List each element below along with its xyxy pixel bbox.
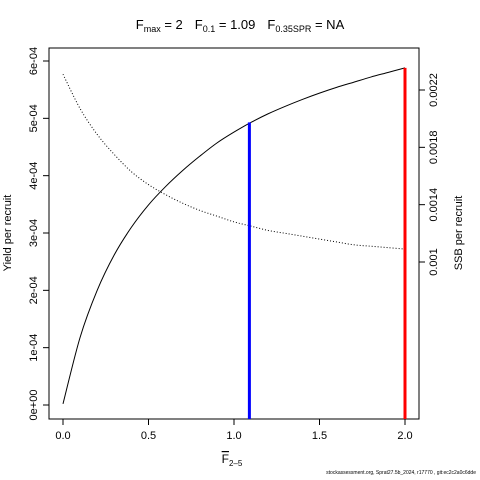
y-tick-label: 0e+00 — [28, 390, 40, 421]
y-axis-right: 0.001 0.0014 0.0018 0.0022 — [419, 73, 440, 276]
title-f01-value: = 1.09 — [215, 17, 255, 32]
title-f01-sub: 0.1 — [203, 24, 216, 34]
x-axis: 0.0 0.5 1.0 1.5 2.0 — [55, 419, 413, 442]
x-tick-label: 0.5 — [141, 430, 156, 442]
title-fmax-label: F — [136, 17, 144, 32]
title-fspr-label: F — [267, 17, 275, 32]
y-tick-label: 5e-04 — [28, 104, 40, 132]
title-fspr-value: = NA — [311, 17, 344, 32]
y2-tick-label: 0.0018 — [428, 131, 440, 165]
x-axis-label-sub: 2–5 — [229, 459, 243, 468]
x-axis-label-main: F — [222, 452, 229, 466]
y-tick-label: 6e-04 — [28, 47, 40, 75]
y-tick-label: 2e-04 — [28, 276, 40, 304]
x-tick-label: 1.0 — [226, 430, 241, 442]
y-tick-label: 1e-04 — [28, 334, 40, 362]
y2-tick-label: 0.0022 — [428, 73, 440, 107]
y-axis-left: 0e+00 1e-04 2e-04 3e-04 4e-04 5e-04 6e-04 — [28, 47, 49, 421]
chart-title: Fmax = 2 F0.1 = 1.09 F0.35SPR = NA — [136, 17, 345, 34]
ssb-per-recruit-line — [62, 74, 406, 250]
footer-text: stockassessment.org, Sprat27.5b_2024, r1… — [326, 470, 476, 476]
y2-axis-label: SSB per recruit — [453, 196, 465, 271]
y-tick-label: 3e-04 — [28, 219, 40, 247]
y2-tick-label: 0.0014 — [428, 188, 440, 222]
series-layer — [62, 67, 406, 404]
reference-lines — [247, 67, 407, 419]
x-tick-label: 1.5 — [312, 430, 327, 442]
x-axis-label: F2–5 — [222, 452, 243, 468]
title-fmax-sub: max — [144, 24, 162, 34]
x-tick-label: 0.0 — [55, 430, 70, 442]
plot-frame — [48, 47, 420, 420]
title-f01-label: F — [195, 17, 203, 32]
y-tick-label: 4e-04 — [28, 162, 40, 190]
yield-per-recruit-line — [62, 67, 406, 404]
y2-tick-label: 0.001 — [428, 248, 440, 276]
x-tick-label: 2.0 — [397, 430, 412, 442]
title-fspr-sub: 0.35SPR — [275, 24, 312, 34]
y-axis-label: Yield per recruit — [2, 195, 14, 272]
title-fmax-value: = 2 — [161, 17, 183, 32]
